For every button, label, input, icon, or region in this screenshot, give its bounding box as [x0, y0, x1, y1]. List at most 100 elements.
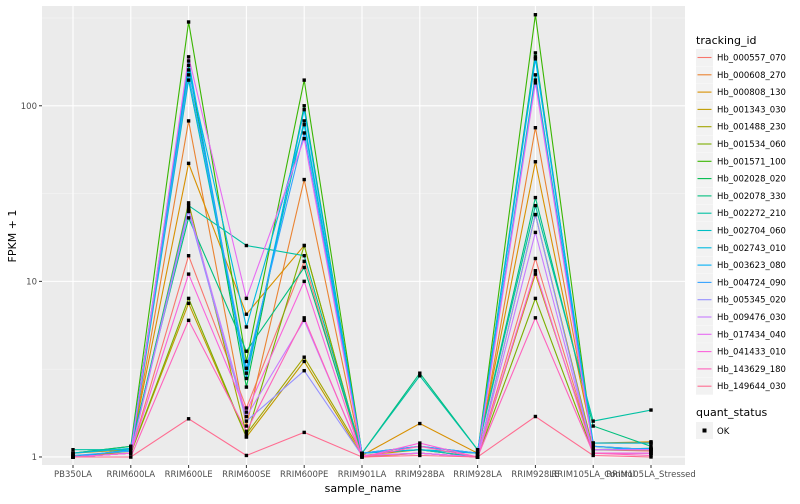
data-point — [475, 447, 480, 452]
data-point — [475, 451, 480, 455]
legend-label: Hb_002078_330 — [717, 192, 786, 202]
data-point — [533, 269, 538, 273]
data-point — [186, 301, 191, 306]
data-point — [533, 272, 538, 276]
data-point — [129, 451, 133, 455]
data-point — [244, 435, 249, 439]
data-point — [360, 455, 364, 459]
legend-label: Hb_000557_070 — [717, 54, 786, 64]
legend: tracking_id Hb_000557_070Hb_000608_270Hb… — [696, 34, 786, 439]
data-point — [533, 51, 538, 55]
data-point — [302, 243, 306, 248]
data-point — [71, 455, 75, 459]
data-point — [244, 406, 249, 410]
data-point — [186, 254, 191, 258]
data-point — [533, 73, 538, 77]
data-point — [244, 376, 249, 381]
data-point — [186, 63, 191, 68]
data-point — [186, 206, 191, 211]
data-point — [186, 209, 191, 214]
legend-label: Hb_149644_030 — [717, 382, 786, 392]
data-point — [244, 366, 249, 370]
data-point — [302, 107, 306, 112]
data-point — [244, 312, 249, 316]
data-point — [302, 177, 306, 182]
y-tick-label: 1 — [32, 453, 37, 463]
legend-label: Hb_041433_010 — [717, 348, 786, 358]
data-point — [186, 161, 191, 166]
data-point — [533, 316, 538, 320]
data-point — [418, 374, 422, 378]
data-point — [71, 451, 75, 455]
data-point — [302, 368, 306, 373]
data-point — [533, 57, 538, 61]
data-point — [591, 451, 595, 455]
data-point — [302, 254, 306, 258]
legend-label: Hb_002704_060 — [717, 227, 786, 237]
legend-label: Hb_001488_230 — [717, 123, 786, 133]
data-point — [302, 123, 306, 127]
data-point — [186, 20, 191, 24]
y-axis: 1 10 100 — [21, 102, 42, 463]
data-point — [186, 272, 191, 276]
x-tick-label: RRIM105LA_Stressed — [606, 470, 696, 480]
x-axis: PB350LA RRIM600LA RRIM600LE RRIM600SE RRIM60… — [54, 465, 696, 480]
legend-label: Hb_000808_130 — [717, 88, 786, 98]
legend-label: Hb_002743_010 — [717, 244, 786, 254]
y-axis-title: FPKM + 1 — [6, 210, 19, 263]
x-tick-label: RRIM901LA — [338, 470, 387, 480]
data-point — [533, 160, 538, 164]
data-point — [302, 316, 306, 320]
data-point — [244, 453, 249, 458]
data-point — [244, 325, 249, 329]
data-point — [302, 104, 306, 108]
data-point — [302, 78, 306, 82]
data-point — [244, 243, 249, 248]
data-point — [591, 441, 595, 445]
data-point — [591, 419, 595, 423]
data-point — [71, 447, 75, 452]
legend-label: Hb_004724_090 — [717, 278, 786, 288]
data-point — [302, 279, 306, 284]
legend-label: Hb_002272_210 — [717, 209, 786, 219]
data-point — [186, 119, 191, 123]
data-point — [591, 453, 595, 458]
data-point — [244, 359, 249, 364]
x-tick-label: RRIM928LA — [453, 470, 502, 480]
x-tick-label: RRIM600PE — [280, 470, 328, 480]
x-tick-label: RRIM600SE — [222, 470, 271, 480]
data-point — [649, 408, 653, 412]
data-point — [186, 203, 191, 208]
data-point — [186, 216, 191, 220]
data-point — [302, 265, 306, 270]
data-point — [186, 318, 191, 323]
data-point — [533, 296, 538, 301]
legend-quant-label: OK — [717, 427, 730, 437]
data-point — [186, 417, 191, 421]
data-point — [418, 451, 422, 455]
data-point — [244, 410, 249, 414]
data-point — [591, 444, 595, 449]
data-point — [244, 432, 249, 436]
data-point — [649, 441, 653, 445]
data-point — [418, 421, 422, 426]
legend-quant-marker — [702, 428, 707, 433]
data-point — [533, 13, 538, 17]
x-tick-label: RRIM600LA — [106, 470, 155, 480]
data-point — [418, 441, 422, 445]
x-axis-title: sample_name — [325, 482, 402, 495]
data-point — [302, 430, 306, 435]
data-point — [475, 455, 480, 459]
data-point — [533, 256, 538, 261]
x-tick-label: PB350LA — [54, 470, 92, 480]
data-point — [244, 429, 249, 434]
data-point — [302, 359, 306, 364]
data-point — [186, 78, 191, 82]
y-tick-label: 10 — [26, 277, 37, 287]
series-points — [71, 13, 653, 459]
legend-label: Hb_001534_060 — [717, 140, 786, 150]
legend-label: Hb_009476_030 — [717, 313, 786, 323]
legend-label: Hb_001571_100 — [717, 157, 786, 167]
data-point — [129, 444, 133, 449]
data-point — [186, 68, 191, 72]
